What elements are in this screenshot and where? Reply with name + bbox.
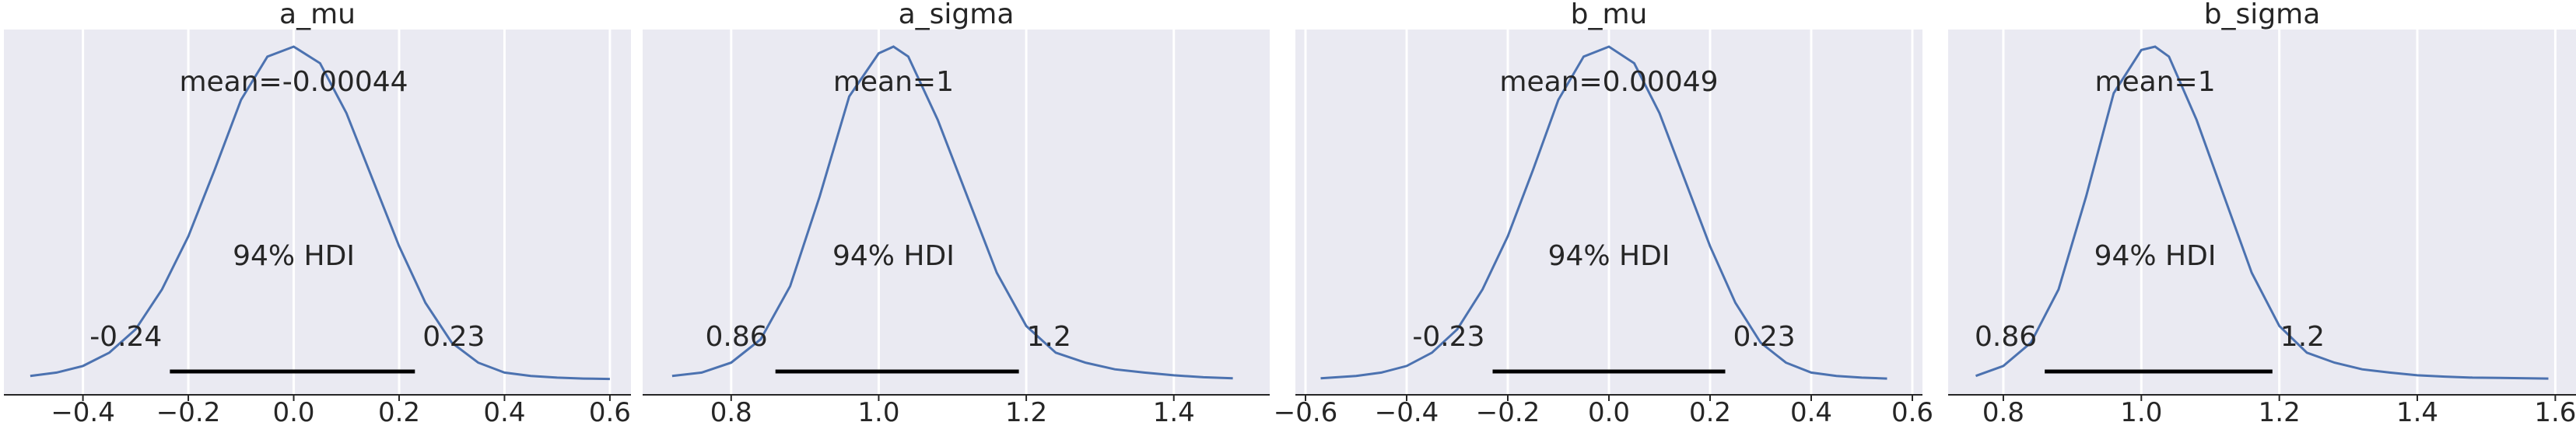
x-tick-label: 0.2: [1689, 397, 1731, 428]
density-curve: [1975, 45, 2549, 380]
hdi-high-label: 1.2: [1027, 321, 1071, 353]
panel-b_mu: −0.6 −0.4 −0.2 0.0 0.2 0.4 0.6 b_mu mean=0.00049…: [1274, 0, 1933, 428]
panel-title: a_sigma: [899, 0, 1015, 30]
x-tick-label: 1.2: [1005, 397, 1047, 428]
x-tick-label: 1.0: [2120, 397, 2162, 428]
hdi-low-label: 0.86: [1975, 321, 2037, 353]
panel-a_sigma: 0.8 1.0 1.2 1.4 a_sigma mean=1 94% HDI 0.86 1.2: [643, 0, 1270, 428]
panel-b_sigma: 0.8 1.0 1.2 1.4 1.6 b_sigma mean=1 94% HDI 0.86 1…: [1948, 0, 2576, 428]
density-curve: [30, 45, 610, 381]
x-tick-label: 0.4: [1790, 397, 1832, 428]
plot-area: [1948, 30, 2576, 395]
hdi-high-label: 0.23: [422, 321, 485, 353]
x-tick-label: 0.4: [483, 397, 525, 428]
hdi-label: 94% HDI: [1548, 240, 1670, 272]
x-tick-label: 0.8: [710, 397, 752, 428]
x-tick-label: 0.6: [1891, 397, 1933, 428]
x-tick-label: 1.6: [2534, 397, 2576, 428]
x-tick-label: 1.2: [2259, 397, 2301, 428]
mean-label: mean=1: [2094, 66, 2215, 98]
panel-title: b_sigma: [2204, 0, 2321, 30]
x-tick-label: 0.0: [272, 397, 314, 428]
hdi-high-label: 1.2: [2280, 321, 2325, 353]
x-tick-label: 0.6: [589, 397, 631, 428]
hdi-low-label: -0.24: [89, 321, 162, 353]
panel-title: a_mu: [279, 0, 356, 30]
hdi-label: 94% HDI: [2094, 240, 2217, 272]
x-tick-label: 0.0: [1588, 397, 1630, 428]
panel-title: b_mu: [1571, 0, 1648, 30]
mean-label: mean=1: [833, 66, 954, 98]
plot-area: [4, 30, 631, 395]
x-tick-label: 1.0: [857, 397, 899, 428]
x-tick-label: 1.4: [1153, 397, 1195, 428]
x-tick-label: −0.4: [1375, 397, 1439, 428]
density-curve: [671, 45, 1233, 380]
hdi-low-label: 0.86: [706, 321, 768, 353]
panel-a_mu: −0.4 −0.2 0.0 0.2 0.4 0.6 a_mu mean=-0.00044 94%…: [4, 0, 631, 428]
x-tick-label: 1.4: [2396, 397, 2438, 428]
mean-label: mean=-0.00044: [179, 66, 408, 98]
hdi-label: 94% HDI: [832, 240, 955, 272]
hdi-low-label: -0.23: [1412, 321, 1484, 353]
x-tick-label: 0.2: [378, 397, 420, 428]
mean-label: mean=0.00049: [1499, 66, 1718, 98]
x-tick-label: −0.4: [51, 397, 115, 428]
density-curve: [1320, 45, 1887, 380]
hdi-label: 94% HDI: [233, 240, 355, 272]
hdi-high-label: 0.23: [1733, 321, 1796, 353]
x-tick-label: −0.2: [156, 397, 221, 428]
plot-area: [643, 30, 1270, 395]
x-tick-label: 0.8: [1982, 397, 2024, 428]
x-tick-label: −0.6: [1274, 397, 1338, 428]
x-tick-label: −0.2: [1476, 397, 1540, 428]
